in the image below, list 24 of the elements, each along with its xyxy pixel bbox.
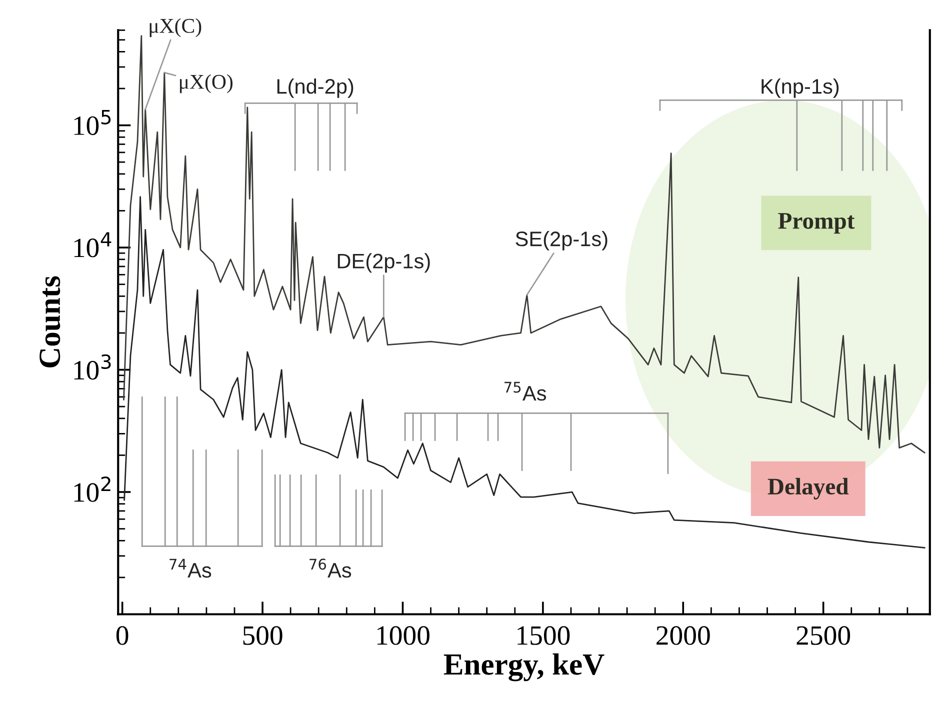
y-tick-label: 10$^{5}$: [74, 110, 111, 136]
annotation: μX(O): [180, 74, 232, 94]
text: Prompt: [778, 213, 855, 234]
x-tick-label: 2500: [796, 626, 850, 645]
y-tick-label: 10$^{3}$: [74, 354, 111, 380]
x-tick-label: 1500: [518, 626, 570, 645]
y-tick-label: 10$^{4}$: [74, 232, 112, 258]
y-tick-label: 10$^{2}$: [74, 476, 110, 502]
x-tick-label: 500: [243, 626, 282, 645]
annotation: μX(C): [150, 18, 202, 38]
annotation: SE(2p-1s): [516, 231, 608, 250]
series-label: Delayed: [768, 478, 849, 500]
x-tick-label: 0: [116, 626, 128, 645]
y-axis-title: Counts: [40, 276, 60, 368]
annotation: $^{74}$As: [170, 558, 212, 578]
x-axis-title: Energy, keV: [444, 653, 604, 682]
annotation: $^{76}$As: [310, 558, 352, 578]
annotation: DE(2p-1s): [338, 253, 430, 273]
annotation: L(nd-2p): [277, 78, 354, 98]
x-tick-label: 2000: [656, 626, 710, 645]
x-tick-label: 1000: [377, 626, 430, 645]
annotation: $^{75}$As: [504, 382, 546, 401]
line-series: [124, 196, 926, 548]
annotation: K(np-1s): [762, 78, 839, 98]
